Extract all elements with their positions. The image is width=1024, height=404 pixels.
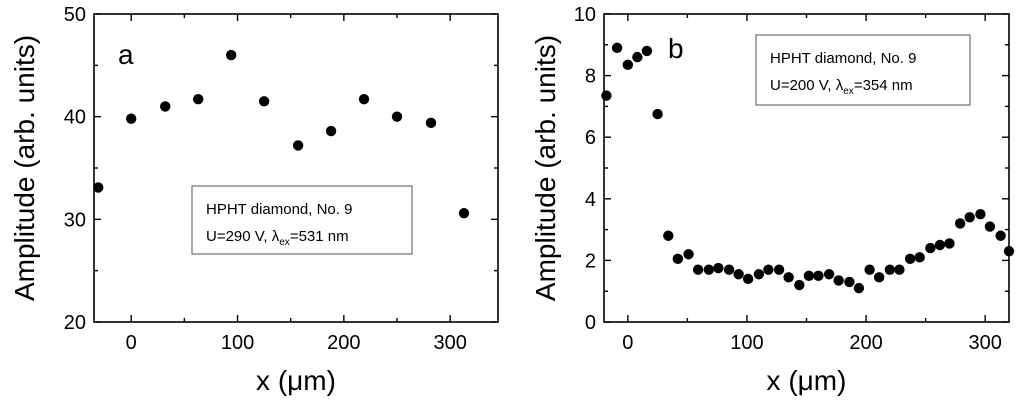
data-point <box>794 279 805 291</box>
x-tick-label: 100 <box>730 332 763 354</box>
x-tick-label: 300 <box>968 332 1001 354</box>
y-tick-label: 4 <box>585 189 596 211</box>
data-point <box>641 45 653 57</box>
data-point <box>894 264 905 275</box>
data-point <box>683 249 694 260</box>
data-point <box>391 111 403 122</box>
x-tick-label: 100 <box>221 332 254 354</box>
y-tick-label: 8 <box>585 66 596 88</box>
y-tick-label: 0 <box>585 312 596 334</box>
y-tick-label: 10 <box>574 4 596 26</box>
x-tick-label: 0 <box>126 332 137 354</box>
panel-b: 0 100 200 300 0 2 4 6 8 10 b Amplitude (arb. units)… <box>530 4 1015 396</box>
y-tick-label: 30 <box>64 209 86 231</box>
data-point <box>914 252 925 263</box>
data-point <box>192 94 204 105</box>
data-point <box>934 239 946 251</box>
data-point <box>823 269 835 280</box>
data-point <box>713 262 724 274</box>
data-point <box>672 253 684 265</box>
panel-label: a <box>118 39 134 70</box>
data-point <box>853 282 865 294</box>
data-point <box>984 221 996 232</box>
x-axis-label: x (μm) <box>767 365 847 396</box>
y-tick-label: 6 <box>585 127 596 149</box>
data-point <box>803 270 815 281</box>
panel-label: b <box>668 33 684 64</box>
panel-a: 0 100 200 300 20 30 40 50 a Amplitude (arb. units… <box>9 4 499 396</box>
y-tick-label: 40 <box>64 107 86 129</box>
data-point <box>325 125 337 137</box>
legend-box <box>191 185 413 255</box>
data-point <box>622 59 634 71</box>
data-point <box>632 51 643 63</box>
data-point <box>663 230 674 241</box>
data-point <box>358 94 370 105</box>
y-tick-label: 50 <box>64 4 86 26</box>
legend-line-2: U=290 V, λex=531 nm <box>206 228 349 248</box>
legend-line-1: HPHT diamond, No. 9 <box>206 201 352 218</box>
data-point <box>763 264 774 275</box>
data-point <box>458 207 470 219</box>
data-point <box>813 270 824 281</box>
data-point <box>723 264 735 275</box>
data-point <box>611 42 623 54</box>
data-point <box>904 253 916 265</box>
data-point <box>703 264 715 275</box>
data-point <box>652 108 663 120</box>
data-point <box>126 113 137 124</box>
legend-box <box>755 34 971 106</box>
y-tick-label: 20 <box>64 312 86 334</box>
x-axis-label: x (μm) <box>256 365 336 396</box>
y-axis-label: Amplitude (arb. units) <box>530 35 561 301</box>
x-tick-label: 0 <box>622 332 633 354</box>
data-point <box>93 182 104 193</box>
data-point <box>833 275 844 286</box>
data-point <box>1003 245 1015 257</box>
data-point <box>873 272 885 283</box>
data-point <box>692 264 704 275</box>
data-point <box>954 218 966 229</box>
data-point <box>258 96 270 107</box>
data-point <box>964 212 975 223</box>
data-point <box>783 272 794 283</box>
data-point <box>975 209 986 220</box>
data-point <box>844 276 855 288</box>
data-point <box>995 230 1006 241</box>
data-point <box>753 269 765 280</box>
plot-frame <box>93 13 499 323</box>
legend-line-2: U=200 V, λex=354 nm <box>770 77 913 97</box>
data-point <box>292 140 304 151</box>
data-point <box>225 49 237 61</box>
data-point <box>773 264 785 275</box>
data-point <box>742 273 754 285</box>
data-point <box>425 117 437 129</box>
x-tick-label: 200 <box>849 332 882 354</box>
x-tick-label: 200 <box>327 332 360 354</box>
x-tick-label: 300 <box>433 332 466 354</box>
data-point <box>160 101 171 112</box>
data-point <box>925 242 936 254</box>
data-point <box>884 264 896 275</box>
data-point <box>733 269 744 280</box>
y-tick-label: 2 <box>585 250 596 272</box>
legend-line-1: HPHT diamond, No. 9 <box>770 50 916 67</box>
data-point <box>864 264 875 275</box>
data-point <box>944 238 955 249</box>
data-point <box>601 90 612 101</box>
y-axis-label: Amplitude (arb. units) <box>9 35 40 301</box>
